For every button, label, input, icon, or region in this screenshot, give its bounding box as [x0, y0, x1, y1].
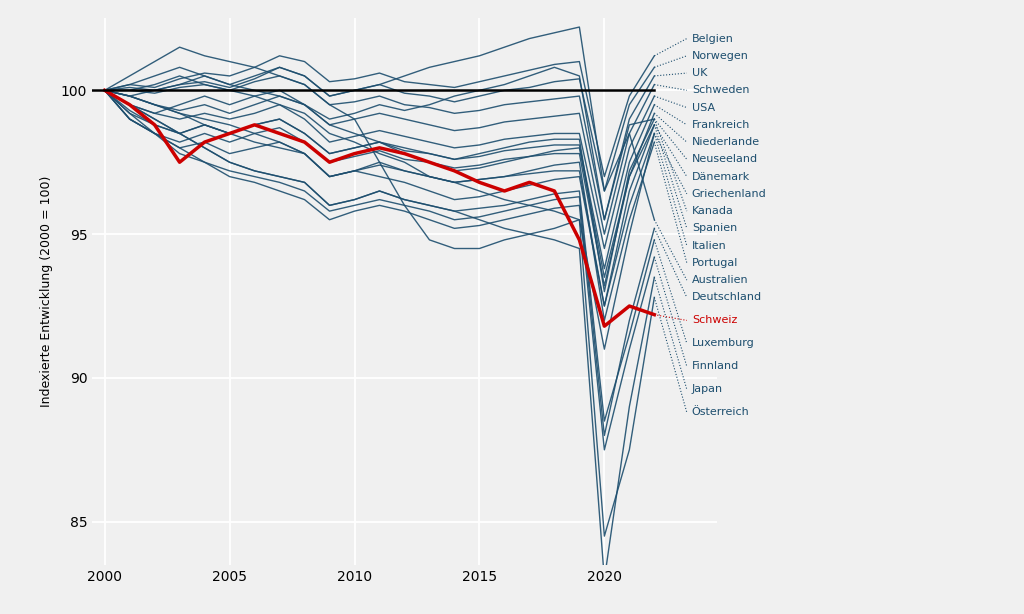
Text: UK: UK [692, 68, 708, 78]
Text: Niederlande: Niederlande [692, 137, 760, 147]
Text: Luxemburg: Luxemburg [692, 338, 755, 348]
Text: Deutschland: Deutschland [692, 292, 762, 303]
Text: Australien: Australien [692, 275, 749, 285]
Text: Österreich: Österreich [692, 408, 750, 418]
Text: Dänemark: Dänemark [692, 171, 750, 182]
Text: USA: USA [692, 103, 715, 112]
Text: Kanada: Kanada [692, 206, 733, 216]
Text: Schweden: Schweden [692, 85, 750, 95]
Y-axis label: Indexierte Entwicklung (2000 = 100): Indexierte Entwicklung (2000 = 100) [40, 176, 52, 407]
Text: Finnland: Finnland [692, 362, 739, 371]
Text: Frankreich: Frankreich [692, 120, 751, 130]
Text: Griechenland: Griechenland [692, 189, 767, 199]
Text: Portugal: Portugal [692, 258, 738, 268]
Text: Schweiz: Schweiz [692, 316, 737, 325]
Text: Japan: Japan [692, 384, 723, 394]
Text: Belgien: Belgien [692, 34, 733, 44]
Text: Spanien: Spanien [692, 223, 737, 233]
Text: Neuseeland: Neuseeland [692, 154, 758, 165]
Text: Norwegen: Norwegen [692, 51, 749, 61]
Text: Italien: Italien [692, 241, 727, 251]
